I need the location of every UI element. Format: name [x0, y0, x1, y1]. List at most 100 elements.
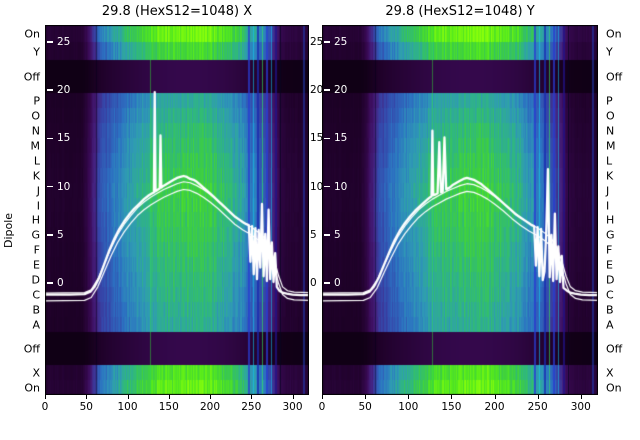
- gutter-tick-label: 0: [310, 277, 317, 289]
- gutter-tick-label: 25: [310, 36, 324, 48]
- row-label-left-i: I: [36, 199, 40, 213]
- row-label-right-off: Off: [606, 342, 623, 356]
- x-tick-label: 100: [117, 401, 138, 413]
- row-label-left-y: Y: [33, 45, 40, 59]
- row-label-right-x: X: [606, 366, 614, 380]
- row-label-left-l: L: [33, 154, 40, 168]
- row-label-right-p: P: [606, 94, 613, 108]
- x-tick-mark: [210, 395, 211, 399]
- row-label-left-on: On: [24, 381, 40, 395]
- x-tick-label: 50: [79, 401, 93, 413]
- x-tick-label: 100: [398, 401, 419, 413]
- x-tick-label: 250: [527, 401, 548, 413]
- row-label-right-i: I: [606, 199, 610, 213]
- row-label-right-n: N: [606, 124, 615, 138]
- x-tick-label: 300: [282, 401, 303, 413]
- x-tick-mark: [168, 395, 170, 399]
- x-tick-mark: [408, 395, 410, 399]
- value-tick-mark: [324, 185, 330, 188]
- row-label-right-d: D: [606, 273, 615, 287]
- x-tick-label: 200: [484, 401, 505, 413]
- row-label-left-off: Off: [23, 342, 40, 356]
- x-tick-mark: [127, 395, 129, 399]
- x-tick-mark: [365, 395, 367, 399]
- row-label-right-h: H: [606, 213, 615, 227]
- row-label-right-o: O: [606, 109, 615, 123]
- x-tick-mark: [451, 395, 453, 399]
- row-label-right-c: C: [606, 288, 614, 302]
- value-tick-label: 0: [334, 277, 341, 289]
- row-label-left-on: On: [24, 27, 40, 41]
- value-tick-label: 25: [334, 36, 348, 48]
- x-tick-label: 250: [241, 401, 262, 413]
- row-label-left-b: B: [32, 303, 40, 317]
- row-label-left-h: H: [31, 213, 40, 227]
- value-tick-mark: [47, 282, 53, 284]
- x-tick-mark: [494, 395, 496, 399]
- x-tick-mark: [86, 395, 88, 399]
- gutter-tick-label: 15: [310, 132, 324, 145]
- row-label-left-o: O: [31, 109, 40, 123]
- value-tick-label: 5: [334, 228, 341, 241]
- row-label-left-g: G: [31, 228, 40, 242]
- x-tick-label: 150: [441, 401, 462, 413]
- row-label-right-on: On: [606, 381, 622, 395]
- value-tick-label: 15: [57, 132, 71, 145]
- value-tick-mark: [324, 41, 330, 43]
- value-tick-label: 10: [57, 180, 71, 193]
- value-tick-label: 15: [334, 132, 348, 145]
- x-tick-mark: [292, 395, 294, 399]
- row-label-right-m: M: [606, 139, 616, 153]
- x-tick-mark: [580, 395, 582, 399]
- x-tick-label: 0: [41, 401, 49, 413]
- x-tick-label: 300: [570, 401, 591, 413]
- value-tick-label: 20: [57, 84, 71, 97]
- value-tick-label: 20: [334, 84, 348, 97]
- gutter-tick-label: 10: [310, 180, 324, 193]
- row-label-left-e: E: [33, 258, 40, 272]
- value-tick-mark: [324, 282, 330, 284]
- x-tick-mark: [322, 395, 323, 399]
- value-tick-label: 0: [57, 277, 64, 289]
- row-label-right-g: G: [606, 228, 615, 242]
- heatmap-panel-y: [322, 25, 598, 395]
- row-label-left-j: J: [36, 184, 40, 198]
- x-tick-label: 0: [318, 401, 326, 413]
- row-label-left-c: C: [32, 288, 40, 302]
- row-label-right-off: Off: [606, 70, 623, 84]
- row-label-right-y: Y: [606, 45, 613, 59]
- row-label-right-e: E: [606, 258, 613, 272]
- row-label-left-off: Off: [23, 70, 40, 84]
- row-label-right-l: L: [606, 154, 613, 168]
- value-tick-label: 5: [57, 228, 64, 241]
- row-label-left-f: F: [33, 243, 40, 257]
- row-label-left-p: P: [33, 94, 40, 108]
- row-label-left-x: X: [32, 366, 40, 380]
- value-tick-mark: [47, 137, 53, 140]
- x-tick-mark: [537, 395, 539, 399]
- row-label-right-j: J: [606, 184, 610, 198]
- value-tick-mark: [47, 41, 53, 43]
- value-tick-label: 25: [57, 36, 71, 48]
- row-label-right-a: A: [606, 318, 614, 332]
- row-label-right-k: K: [606, 169, 614, 183]
- row-label-right-b: B: [606, 303, 614, 317]
- x-tick-label: 50: [358, 401, 372, 413]
- row-label-left-d: D: [31, 273, 40, 287]
- gutter-tick-label: 5: [310, 228, 317, 241]
- row-label-left-a: A: [32, 318, 40, 332]
- row-label-right-f: F: [606, 243, 613, 257]
- value-tick-mark: [47, 185, 53, 188]
- gutter-tick-label: 20: [310, 84, 324, 97]
- x-tick-label: 200: [199, 401, 221, 413]
- x-tick-mark: [251, 395, 253, 399]
- x-tick-mark: [45, 395, 46, 399]
- value-tick-mark: [47, 89, 53, 91]
- row-label-left-k: K: [32, 169, 40, 183]
- row-label-right-on: On: [606, 27, 622, 41]
- value-tick-mark: [324, 234, 330, 236]
- heatmap-panel-x: [45, 25, 309, 395]
- x-tick-label: 150: [158, 401, 179, 413]
- panel-x-title: 29.8 (HexS12=1048) X: [101, 4, 253, 19]
